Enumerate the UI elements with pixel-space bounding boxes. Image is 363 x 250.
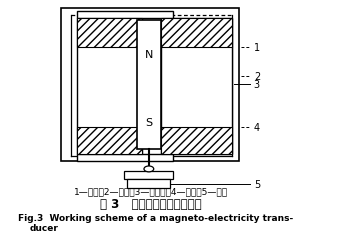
Bar (127, 179, 170, 189)
Bar (136, 20, 161, 150)
Bar (161, 18, 232, 48)
Ellipse shape (144, 166, 154, 172)
Bar (77, 12, 173, 18)
Bar (77, 128, 142, 155)
Bar (77, 18, 142, 48)
Text: S: S (145, 118, 152, 128)
Bar (161, 18, 232, 155)
Text: 3: 3 (254, 80, 260, 90)
Bar (61, 9, 239, 162)
Text: 图 3   磁电转换器工作示意图: 图 3 磁电转换器工作示意图 (101, 197, 202, 210)
Text: Fig.3  Working scheme of a magneto-electricity trans-: Fig.3 Working scheme of a magneto-electr… (17, 213, 293, 222)
Text: 1: 1 (254, 43, 260, 53)
Bar (77, 18, 142, 155)
Bar (77, 155, 173, 162)
Text: 5: 5 (254, 179, 260, 189)
Bar (161, 128, 232, 155)
Text: N: N (145, 50, 153, 59)
Text: 2: 2 (254, 72, 260, 82)
Bar (125, 171, 173, 179)
Text: 4: 4 (254, 122, 260, 132)
Text: ducer: ducer (29, 223, 58, 232)
Text: 1—磁钢；2—线圈；3—磁力线；4—叶片；5—涡轮: 1—磁钢；2—线圈；3—磁力线；4—叶片；5—涡轮 (74, 186, 228, 195)
